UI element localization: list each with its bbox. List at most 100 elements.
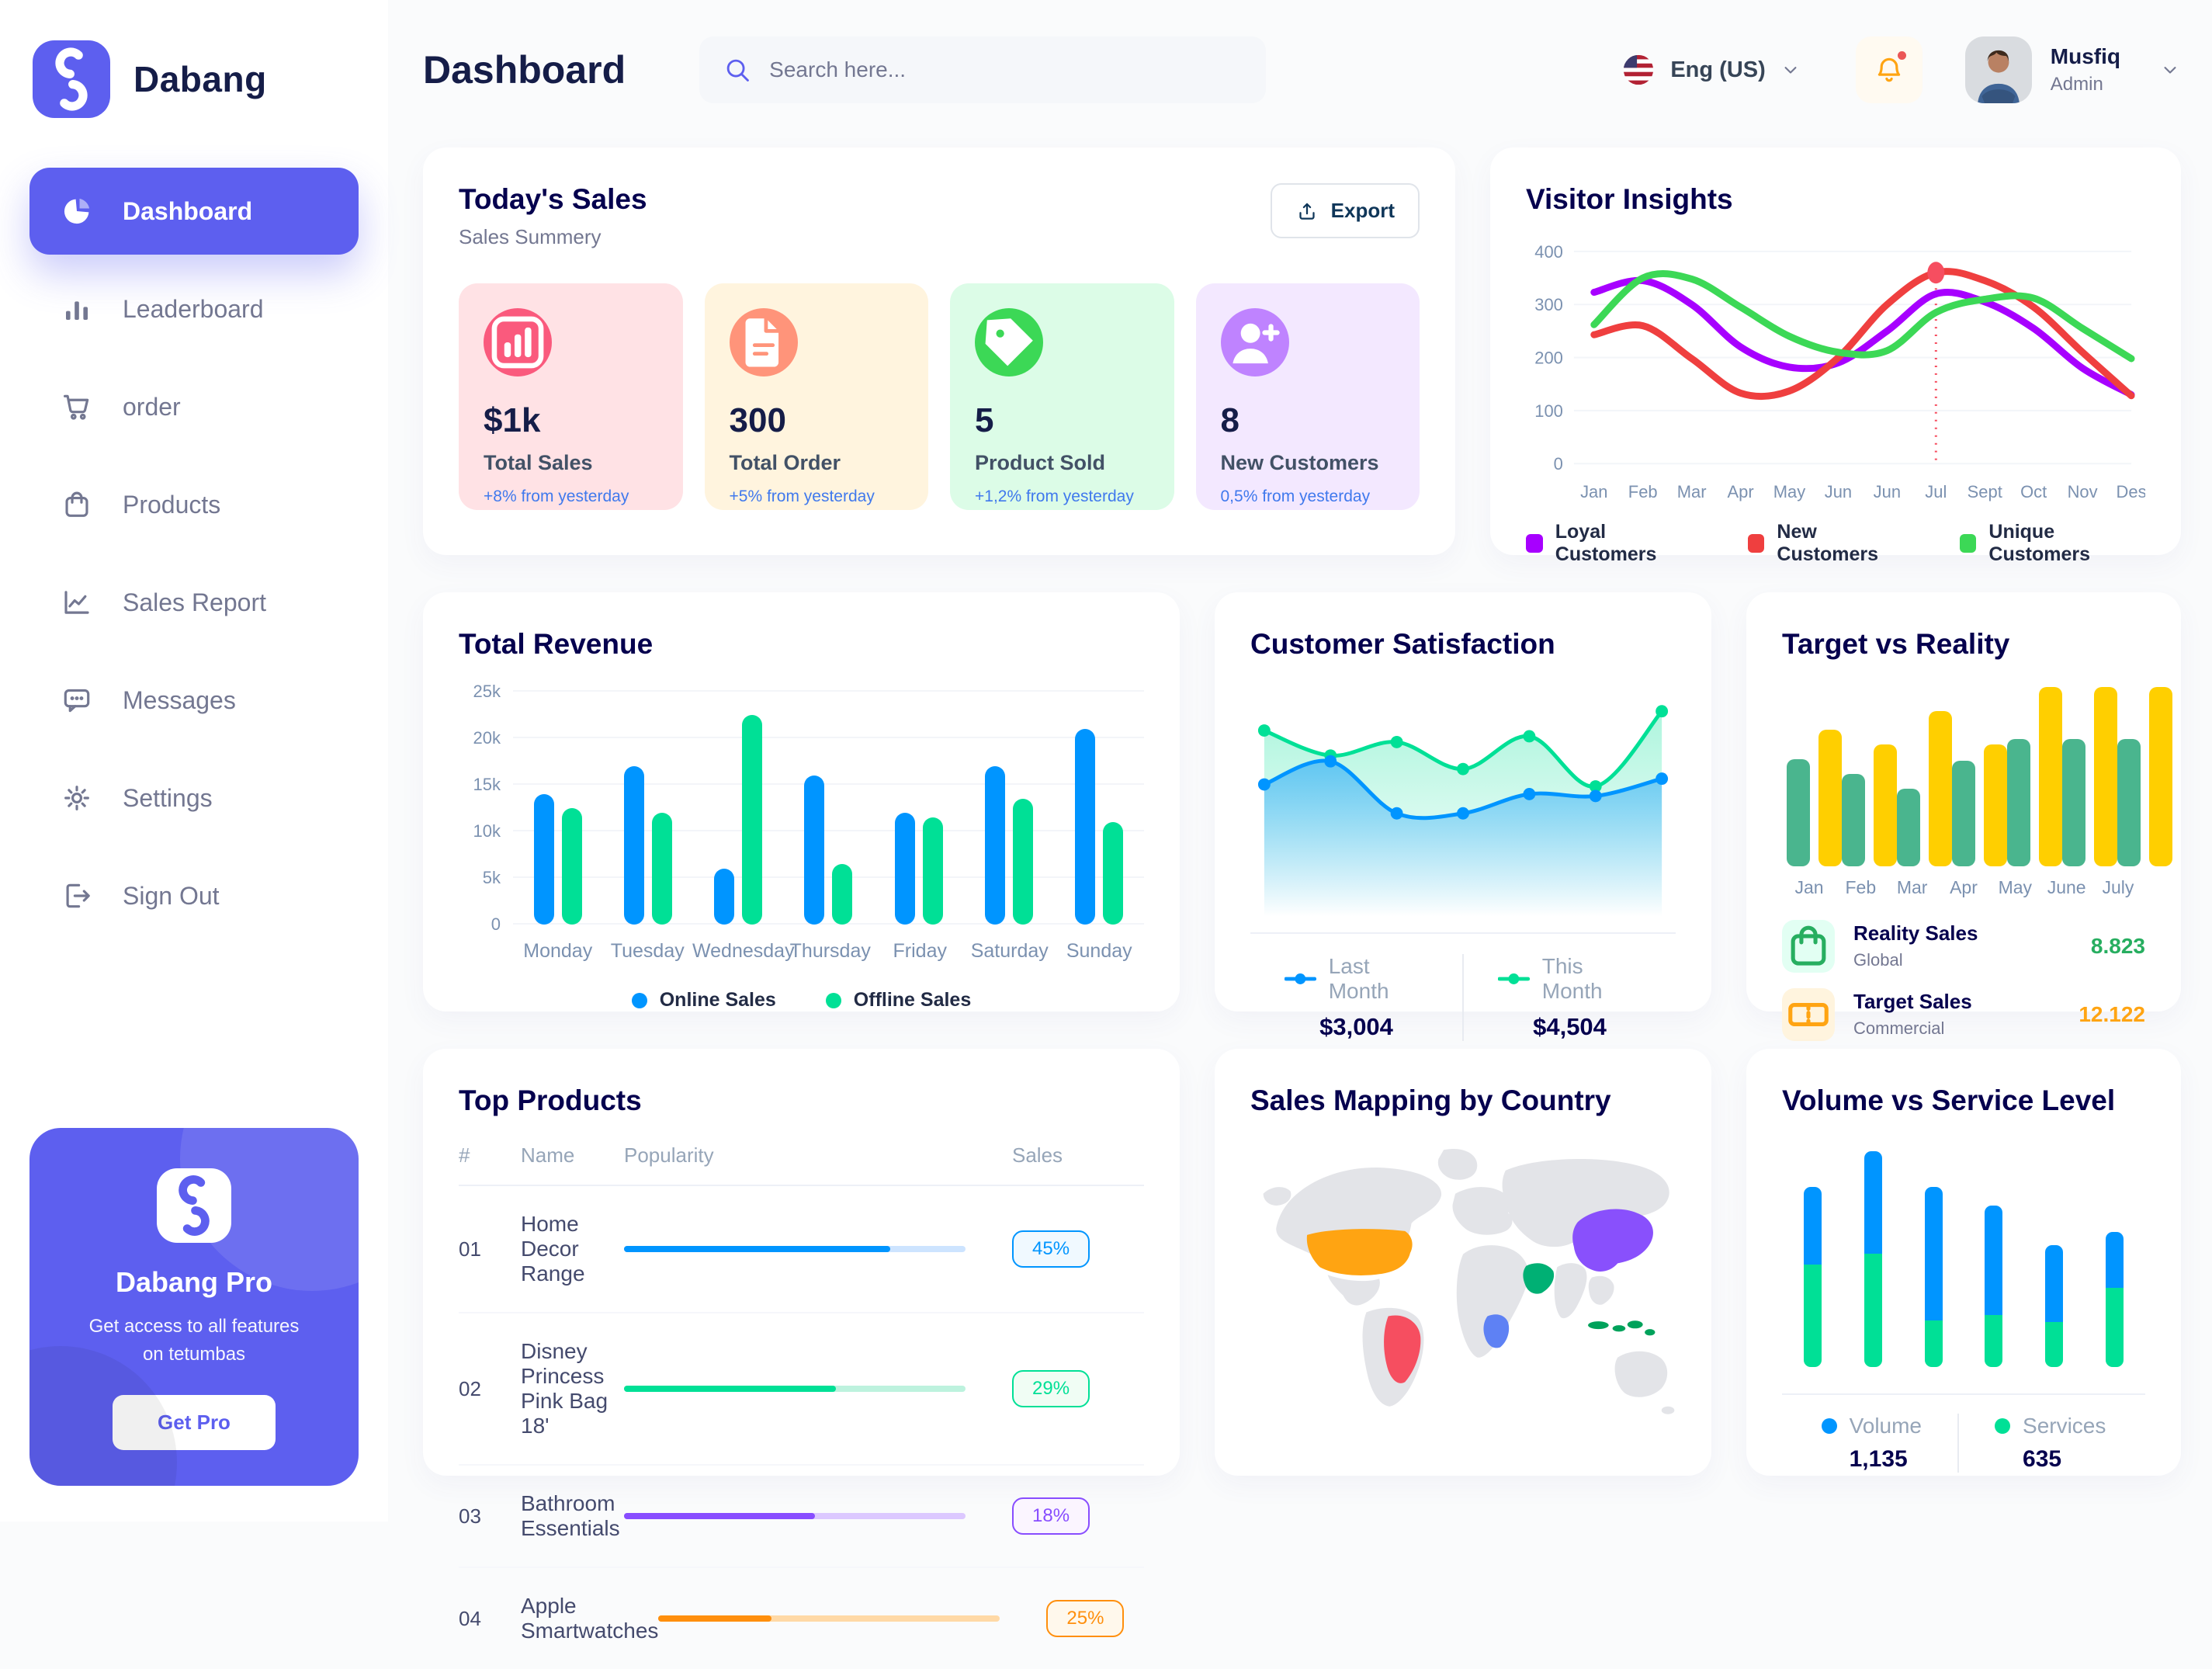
volume-service-title: Volume vs Service Level — [1782, 1084, 2116, 1116]
stats-row: $1k Total Sales +8% from yesterday 300 T… — [459, 283, 1420, 510]
stat-label: Total Sales — [484, 451, 593, 474]
legend-item-services: Services 635 — [1957, 1414, 2141, 1473]
sidebar-item-sign-out[interactable]: Sign Out — [29, 852, 359, 939]
stat-value: 300 — [729, 401, 786, 439]
legend-item-volume: Volume 1,135 — [1786, 1414, 1957, 1473]
notifications-button[interactable] — [1855, 36, 1922, 103]
search-icon — [723, 55, 752, 85]
svg-text:Jan: Jan — [1580, 482, 1607, 501]
sidebar-item-dashboard[interactable]: Dashboard — [29, 168, 359, 255]
target-vs-reality-title: Target vs Reality — [1782, 628, 2010, 660]
target-bar-group — [2117, 687, 2172, 866]
stat-value: $1k — [484, 401, 541, 439]
export-button[interactable]: Export — [1270, 183, 1420, 238]
sidebar-item-sales-report[interactable]: Sales Report — [29, 559, 359, 646]
cart-icon — [61, 390, 93, 423]
search-input[interactable] — [769, 57, 1243, 82]
bar-online-sales — [984, 766, 1005, 925]
svg-text:200: 200 — [1534, 349, 1563, 368]
export-icon — [1295, 200, 1319, 223]
revenue-x-axis: Monday Tuesday Wednesday Thursday Friday Satu… — [523, 940, 1132, 962]
revenue-legend: Online Sales Offline Sales — [459, 989, 1144, 1011]
bar-offline-sales — [1012, 799, 1033, 925]
country-brazil — [1384, 1315, 1421, 1383]
popularity-bar — [624, 1513, 966, 1519]
todays-sales-title: Today's Sales — [459, 183, 647, 215]
bar-reality-sales — [2062, 738, 2085, 866]
product-name: Disney Princess Pink Bag 18' — [521, 1339, 608, 1438]
stat-label: New Customers — [1220, 451, 1379, 474]
popularity-bar — [624, 1246, 966, 1252]
sidebar-item-label: Products — [123, 490, 221, 519]
revenue-bar-group — [714, 692, 763, 925]
bar-offline-sales — [652, 813, 673, 925]
sidebar-menu: Dashboard Leaderboard order Products Sales R… — [29, 168, 359, 939]
sidebar-item-settings[interactable]: Settings — [29, 755, 359, 841]
visitor-insights-legend: Loyal Customers New Customers Unique Custo… — [1526, 521, 2145, 566]
page-title: Dashboard — [423, 48, 626, 92]
sidebar-item-label: Sign Out — [123, 881, 220, 910]
customer-satisfaction-chart — [1250, 681, 1676, 920]
svg-text:May: May — [1773, 482, 1805, 501]
promo-title: Dabang Pro — [115, 1266, 273, 1298]
target-bar-group — [1842, 687, 1897, 866]
sidebar-item-leaderboard[interactable]: Leaderboard — [29, 265, 359, 352]
stacked-bar — [1864, 1151, 1882, 1368]
file-icon — [729, 308, 798, 376]
sidebar-item-products[interactable]: Products — [29, 461, 359, 548]
bar-target-sales — [2039, 687, 2062, 866]
bar-online-sales — [1074, 729, 1095, 925]
target-bar-group — [2007, 687, 2062, 866]
get-pro-button[interactable]: Get Pro — [113, 1395, 276, 1450]
bar-target-sales — [1818, 729, 1842, 866]
customer-satisfaction-legend: Last Month $3,004 This Month $4,504 — [1250, 953, 1676, 1041]
sales-badge: 18% — [1012, 1497, 1090, 1535]
product-number: 04 — [459, 1606, 481, 1630]
sidebar-item-label: Dashboard — [123, 196, 253, 225]
language-selector[interactable]: Eng (US) — [1621, 52, 1801, 88]
stacked-bar — [1985, 1205, 2003, 1368]
stat-delta: 0,5% from yesterday — [1220, 488, 1371, 505]
legend-item-last-month: Last Month $3,004 — [1250, 954, 1462, 1041]
gear-icon — [61, 782, 93, 814]
chevron-down-icon — [2159, 59, 2181, 81]
sidebar-item-order[interactable]: order — [29, 363, 359, 450]
search-box[interactable] — [699, 36, 1267, 103]
stat-label: Product Sold — [975, 451, 1105, 474]
bag-icon — [61, 488, 93, 521]
sidebar-item-label: Leaderboard — [123, 294, 264, 323]
country-usa — [1306, 1229, 1413, 1275]
language-label: Eng (US) — [1670, 57, 1766, 82]
top-products-rows: 01 Home Decor Range 45% 02 Disney Princes… — [459, 1186, 1144, 1669]
visitor-insights-card: Visitor Insights 0 100 200 300 400 Jan Feb Mar A… — [1490, 147, 2181, 565]
legend-item: New Customers — [1747, 521, 1910, 566]
profile-menu[interactable]: Musfiq Admin — [1964, 36, 2181, 103]
bar-reality-sales — [1787, 758, 1810, 866]
bar-offline-sales — [1102, 822, 1123, 925]
svg-text:Sept: Sept — [1968, 482, 2002, 501]
product-number: 02 — [459, 1376, 481, 1400]
stacked-bar — [2045, 1244, 2064, 1368]
legend-item: Online Sales — [631, 989, 776, 1011]
bar-online-sales — [714, 869, 735, 925]
revenue-y-axis: 0 5k 10k 15k 20k 25k — [473, 682, 501, 934]
bar-target-sales — [2149, 687, 2172, 866]
svg-text:Nov: Nov — [2068, 482, 2098, 501]
svg-text:300: 300 — [1534, 295, 1563, 314]
country-congo — [1483, 1314, 1510, 1348]
bar-online-sales — [894, 813, 915, 925]
brand-logo-icon — [33, 40, 110, 118]
country-indonesia — [1645, 1329, 1656, 1336]
sidebar-item-messages[interactable]: Messages — [29, 657, 359, 744]
bar-offline-sales — [742, 715, 763, 925]
stat-card-new-customers: 8 New Customers 0,5% from yesterday — [1195, 283, 1420, 510]
top-products-header: # Name Popularity Sales — [459, 1143, 1144, 1186]
promo-logo-icon — [157, 1168, 231, 1243]
legend-item: Offline Sales — [825, 989, 971, 1011]
product-name: Home Decor Range — [521, 1212, 585, 1286]
country-saudi — [1523, 1263, 1555, 1294]
main-content: Dashboard Eng (US) Musfiq Admin — [388, 0, 2212, 1643]
svg-text:0: 0 — [1554, 454, 1563, 474]
user-name: Musfiq — [2050, 44, 2120, 68]
svg-text:400: 400 — [1534, 242, 1563, 262]
